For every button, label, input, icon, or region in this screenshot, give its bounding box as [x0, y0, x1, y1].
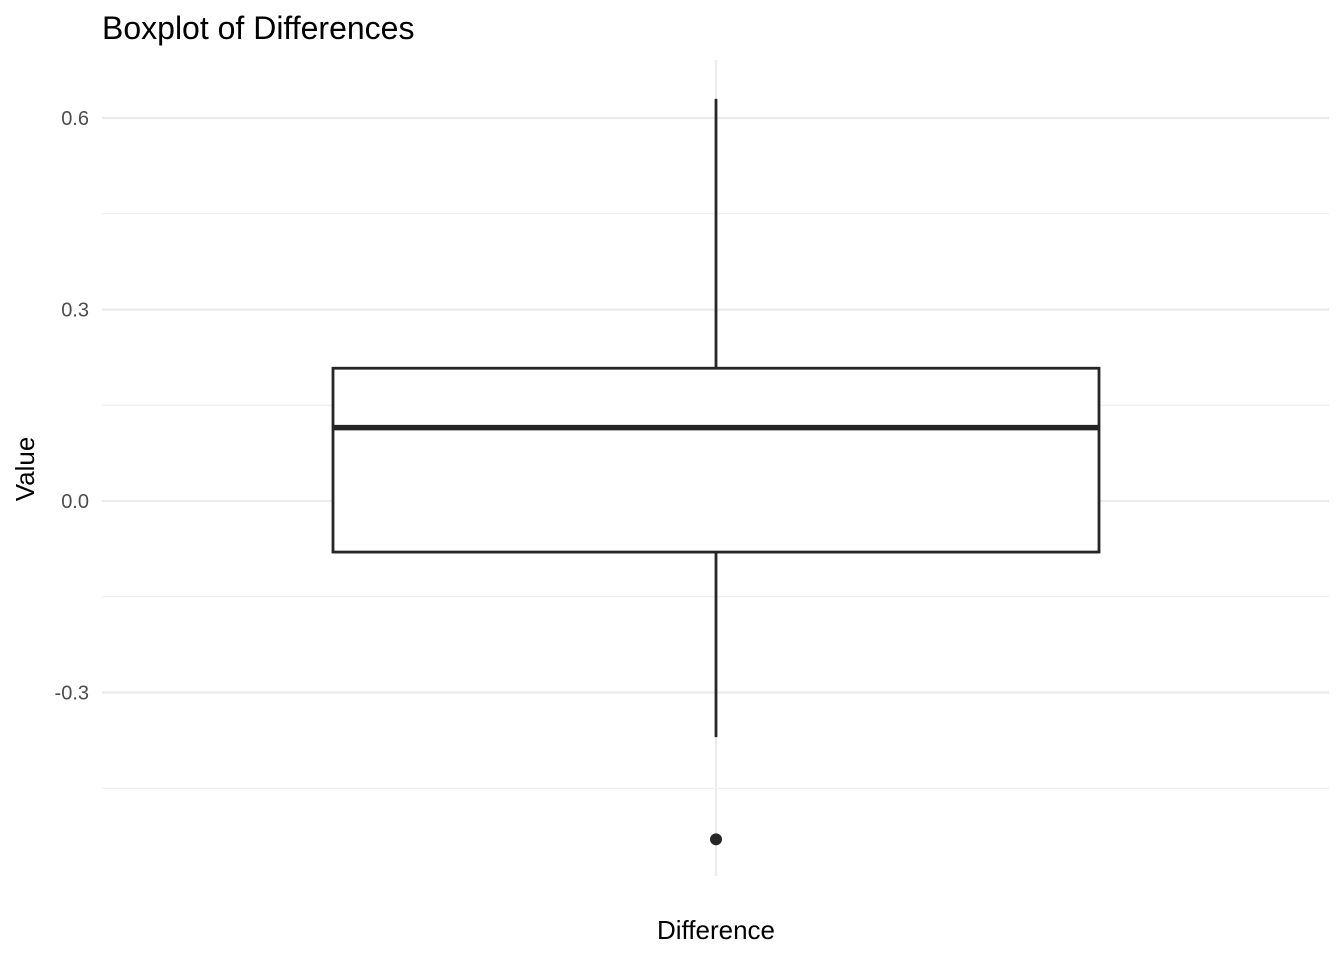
x-axis-title: Difference	[657, 915, 775, 945]
y-axis-title: Value	[10, 437, 40, 502]
chart-title: Boxplot of Differences	[102, 10, 414, 46]
y-tick-label: 0.6	[61, 108, 89, 130]
box-marks	[331, 98, 1101, 846]
outlier-point	[710, 833, 722, 846]
y-tick-labels: -0.3 0.0 0.3 0.6	[55, 108, 89, 704]
y-tick-label: -0.3	[55, 682, 89, 704]
y-tick-label: 0.3	[61, 300, 89, 322]
box-iqr	[331, 366, 1101, 554]
y-tick-label: 0.0	[61, 491, 89, 513]
